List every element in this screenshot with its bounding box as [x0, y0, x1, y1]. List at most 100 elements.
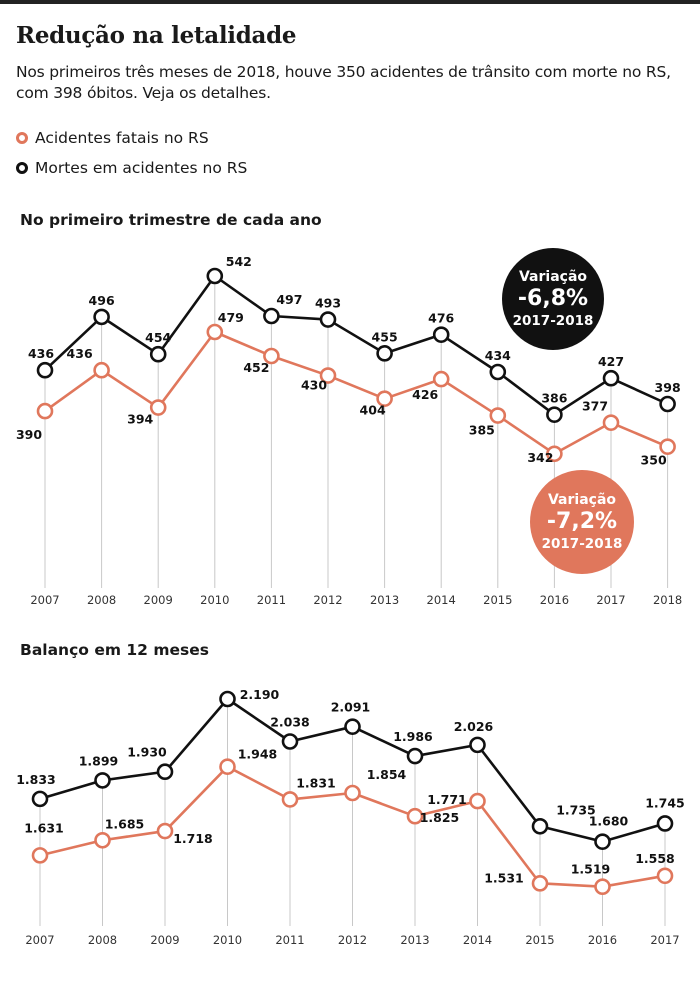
badge-deaths-period: 2017-2018 [512, 313, 594, 329]
chart2-point-deaths-2007 [31, 790, 49, 808]
chart2-title: Balanço em 12 meses [20, 641, 209, 659]
chart2-label-accidents-2010: 1.948 [238, 747, 278, 762]
legend-label-accidents: Acidentes fatais no RS [35, 129, 209, 147]
chart2-point-deaths-2013 [406, 747, 424, 765]
badge-accidents-period: 2017-2018 [541, 536, 623, 552]
chart1-point-deaths-2012 [319, 311, 337, 328]
legend-marker-accidents [16, 132, 28, 144]
chart2-xtick-2014: 2014 [463, 933, 492, 947]
chart2-label-deaths-2007: 1.833 [16, 772, 56, 787]
chart1-label-accidents-2011: 452 [243, 360, 269, 375]
chart2-label-deaths-2010: 2.190 [240, 687, 280, 702]
chart2-label-accidents-2015: 1.531 [484, 870, 524, 885]
chart2-label-accidents-2017: 1.558 [635, 851, 675, 866]
chart1-point-accidents-2018 [659, 438, 676, 455]
chart2-label-deaths-2015: 1.735 [556, 802, 596, 817]
chart2-label-accidents-2008: 1.685 [105, 816, 145, 831]
chart2-point-accidents-2007 [31, 847, 49, 864]
chart-first-quarter: 2007 2008 2009 2010 2011 2012 2013 2014 2015 2016… [16, 254, 682, 607]
badge-accidents-value: -7,2% [546, 509, 618, 534]
chart1-point-deaths-2016 [546, 406, 563, 423]
chart2-label-deaths-2014: 2.026 [454, 719, 494, 734]
chart1-point-accidents-2016 [546, 445, 563, 463]
legend-marker-deaths [16, 162, 28, 174]
chart1-label-accidents-2007: 390 [16, 427, 42, 442]
chart2-xtick-2011: 2011 [275, 933, 304, 947]
chart1-label-deaths-2014: 476 [428, 311, 454, 326]
chart2-xtick-2009: 2009 [150, 933, 179, 947]
chart2-label-deaths-2016: 1.680 [589, 814, 629, 829]
chart2-label-deaths-2011: 2.038 [270, 715, 310, 730]
chart1-point-accidents-2011 [263, 347, 280, 365]
chart1-xtick-2009: 2009 [144, 593, 173, 607]
chart1-line-accidents [44, 330, 669, 456]
chart1-point-accidents-2015 [489, 407, 507, 424]
badge-accidents-variation: Variação -7,2% 2017-2018 [530, 470, 634, 574]
page-subtitle: Nos primeiros três meses de 2018, houve … [16, 63, 671, 102]
chart1-label-deaths-2013: 455 [372, 329, 398, 344]
chart1-point-accidents-2009 [149, 399, 167, 416]
chart1-xtick-2018: 2018 [653, 593, 682, 607]
chart1-title: No primeiro trimestre de cada ano [20, 211, 322, 229]
chart2-point-accidents-2014 [469, 792, 486, 810]
chart2-label-deaths-2008: 1.899 [79, 753, 119, 768]
chart1-label-accidents-2009: 394 [127, 412, 153, 427]
chart2-label-accidents-2012: 1.854 [367, 767, 407, 782]
chart1-label-deaths-2010: 542 [226, 254, 252, 269]
chart2-point-deaths-2008 [94, 772, 111, 789]
chart1-label-accidents-2018: 350 [641, 453, 667, 468]
chart1-label-deaths-2007: 436 [28, 346, 54, 361]
chart2-point-accidents-2016 [594, 878, 611, 896]
chart2-label-deaths-2012: 2.091 [331, 700, 371, 715]
chart1-xtick-2015: 2015 [483, 593, 512, 607]
chart2-label-accidents-2016: 1.519 [571, 862, 611, 877]
chart1-label-accidents-2012: 430 [301, 378, 327, 393]
badge-accidents-label: Variação [547, 492, 617, 508]
chart1-xtick-2012: 2012 [313, 593, 342, 607]
chart1-point-deaths-2010 [206, 267, 224, 285]
badge-deaths-variation: Variação -6,8% 2017-2018 [502, 248, 604, 350]
chart1-line-deaths [44, 274, 669, 416]
chart2-xtick-2015: 2015 [525, 933, 554, 947]
badge-deaths-label: Variação [518, 269, 588, 285]
chart2-label-accidents-2007: 1.631 [24, 820, 64, 835]
chart2-point-deaths-2017 [656, 815, 674, 832]
chart1-xtick-2017: 2017 [596, 593, 625, 607]
legend-item-accidents: Acidentes fatais no RS [16, 128, 209, 148]
chart2-point-deaths-2009 [156, 763, 174, 781]
chart1-label-deaths-2009: 454 [145, 330, 171, 345]
chart1-xtick-2011: 2011 [257, 593, 286, 607]
chart1-xtick-2014: 2014 [427, 593, 456, 607]
chart2-xtick-2008: 2008 [88, 933, 117, 947]
chart2-label-accidents-2009: 1.718 [173, 831, 213, 846]
chart1-label-accidents-2017: 377 [582, 399, 608, 414]
chart2-xtick-2010: 2010 [213, 933, 242, 947]
page-title: Redução na letalidade [16, 22, 297, 49]
chart2-point-deaths-2010 [219, 690, 236, 708]
chart1-label-accidents-2014: 426 [412, 387, 438, 402]
chart2-label-accidents-2014: 1.825 [420, 810, 460, 825]
chart1-label-deaths-2012: 493 [315, 296, 341, 311]
chart2-point-deaths-2011 [281, 733, 299, 750]
chart1-label-deaths-2015: 434 [485, 348, 511, 363]
chart1-point-deaths-2008 [93, 308, 110, 326]
chart2-xtick-2013: 2013 [400, 933, 429, 947]
chart1-label-accidents-2010: 479 [218, 310, 244, 325]
chart2-label-accidents-2011: 1.831 [296, 775, 336, 790]
chart1-label-accidents-2008: 436 [67, 346, 93, 361]
chart1-label-deaths-2008: 496 [89, 293, 115, 308]
chart1-point-deaths-2007 [36, 361, 54, 379]
chart1-label-accidents-2013: 404 [360, 403, 386, 418]
chart2-point-accidents-2013 [406, 807, 424, 825]
chart2-point-accidents-2009 [156, 822, 174, 840]
top-rule [0, 0, 700, 4]
chart1-label-accidents-2015: 385 [469, 423, 495, 438]
chart1-point-deaths-2009 [149, 345, 167, 363]
chart1-point-accidents-2012 [319, 367, 337, 384]
chart2-label-deaths-2017: 1.745 [645, 795, 685, 810]
legend-label-deaths: Mortes em acidentes no RS [35, 159, 248, 177]
chart1-label-deaths-2011: 497 [276, 292, 302, 307]
chart2-point-accidents-2010 [219, 758, 236, 775]
chart1-point-deaths-2011 [263, 307, 280, 325]
legend-item-deaths: Mortes em acidentes no RS [16, 158, 247, 178]
